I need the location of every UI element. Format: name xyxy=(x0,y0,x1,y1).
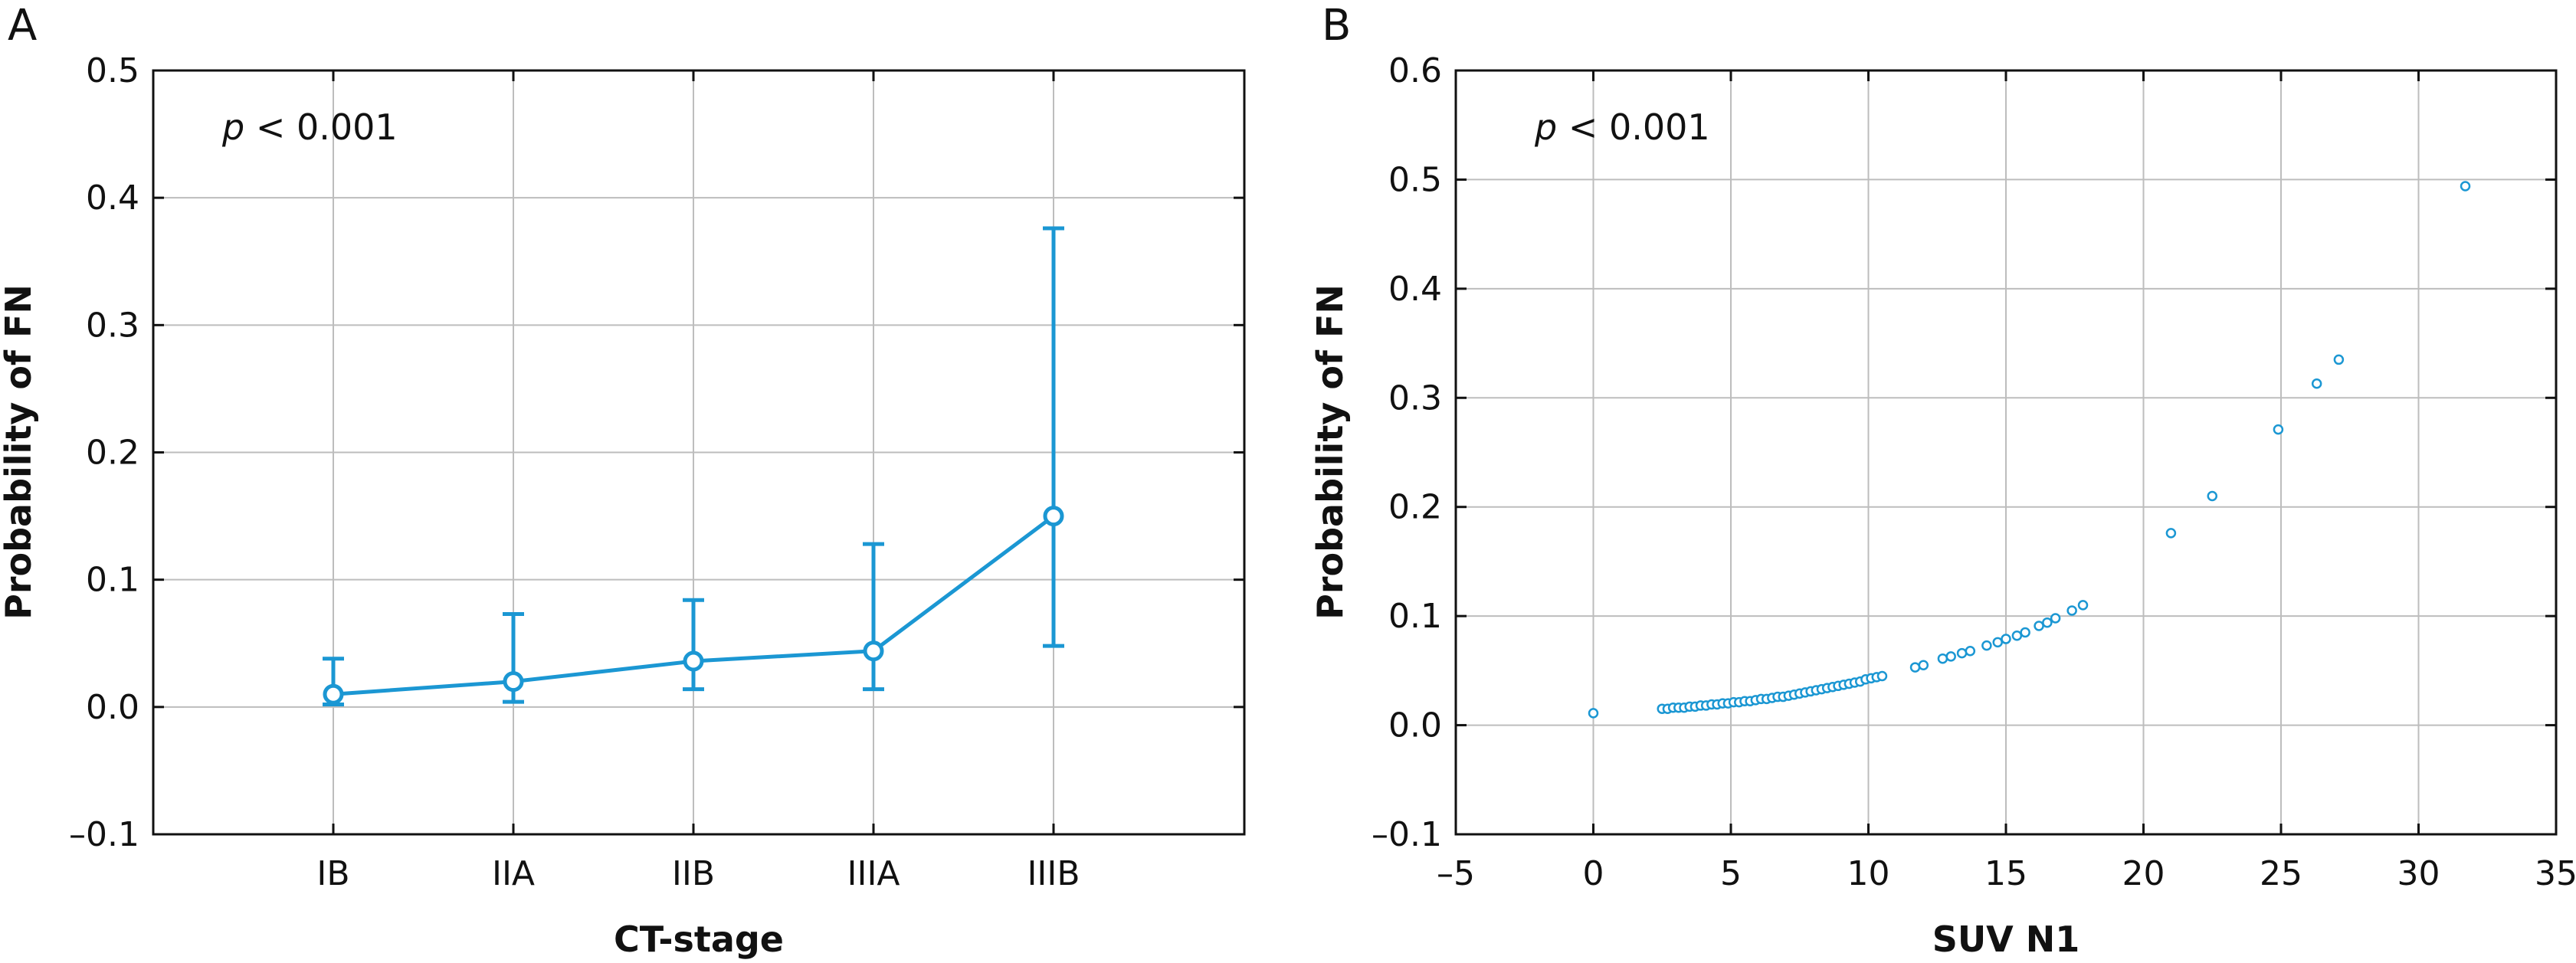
panel-b-grid xyxy=(1456,70,2556,834)
panel-a-point xyxy=(683,650,704,672)
panel-b-point xyxy=(2077,600,2089,611)
panel-b-x-tick-label: 10 xyxy=(1847,854,1890,893)
panel-b-y-tick-label: 0.0 xyxy=(1388,706,1442,745)
panel-a-y-tick-label: 0.2 xyxy=(86,434,139,473)
panel-b-x-tick-label: 25 xyxy=(2260,854,2302,893)
panel-b-y-tick-label: 0.5 xyxy=(1388,160,1442,199)
panel-b-point xyxy=(2165,528,2177,539)
panel-b-point xyxy=(1588,708,1599,719)
panel-b-y-tick-label: 0.1 xyxy=(1388,597,1442,636)
panel-b-y-tick-label: 0.4 xyxy=(1388,270,1442,309)
panel-a-p-text: < 0.001 xyxy=(244,106,397,148)
panel-b-point xyxy=(2460,181,2471,192)
panel-b-y-axis-title: Probability of FN xyxy=(1309,284,1351,620)
panel-a-x-tick-label: IIIB xyxy=(1027,854,1080,893)
panel-b-x-axis-title: SUV N1 xyxy=(1932,919,2080,960)
panel-b-point xyxy=(2001,634,2011,644)
panel-a-point xyxy=(323,683,344,705)
panel-b-point xyxy=(1918,660,1929,670)
panel-b-point xyxy=(1909,662,1921,673)
panel-a-letter: A xyxy=(8,1,37,51)
panel-b-x-tick-label: 5 xyxy=(1720,854,1742,893)
panel-a-frame xyxy=(152,69,1246,836)
panel-b-x-tick-label: 20 xyxy=(2122,854,2165,893)
panel-a-y-tick-label: 0.3 xyxy=(86,306,139,345)
panel-a-y-tick-label: 0.0 xyxy=(86,688,139,727)
panel-b-x-tick-label: 15 xyxy=(1984,854,2027,893)
panel-a-x-tick-label: IIIA xyxy=(847,854,900,893)
panel-b-ticks: –0.1 0.0 0.1 0.2 0.3 0.4 0.5 0.6 –5 0 5 10 15 20 25 30 3… xyxy=(1372,51,2576,893)
panel-b-point xyxy=(1937,653,1948,664)
panel-b-point xyxy=(1965,645,1976,657)
panel-a-x-tick-label: IIA xyxy=(492,854,535,893)
panel-b-point xyxy=(2042,617,2053,628)
panel-b-point xyxy=(1945,651,1956,662)
panel-a-point xyxy=(863,640,884,662)
panel-a-ticks: –0.1 0.0 0.1 0.2 0.3 0.4 0.5 IB IIA IIB IIIA IIIB xyxy=(69,51,1244,893)
panel-b-p-value: p < 0.001 xyxy=(1534,106,1710,148)
panel-b-y-tick-label: 0.2 xyxy=(1388,488,1442,527)
panel-a-p-symbol: p xyxy=(221,106,244,148)
panel-a-x-axis-title: CT-stage xyxy=(614,919,784,960)
panel-a: A –0.1 0.0 0.1 0.2 0.3 0.4 0.5 IB IIA IIB IIIA IIIB… xyxy=(0,1,1246,960)
panel-b-x-tick-label: 0 xyxy=(1583,854,1604,893)
panel-b-x-tick-label: –5 xyxy=(1437,854,1475,893)
panel-b-point xyxy=(2011,631,2023,641)
panel-a-x-tick-label: IB xyxy=(316,854,349,893)
panel-b-point xyxy=(2311,378,2322,389)
panel-b-point xyxy=(1956,647,1968,659)
panel-a-y-tick-label: 0.1 xyxy=(86,561,139,600)
panel-b-point xyxy=(2034,621,2044,631)
panel-b-point xyxy=(2273,424,2284,435)
panel-b-y-tick-label: –0.1 xyxy=(1372,815,1442,854)
panel-b-point xyxy=(2020,627,2030,638)
panel-a-point xyxy=(1043,506,1064,527)
panel-b-y-tick-label: 0.3 xyxy=(1388,378,1442,418)
panel-b-points xyxy=(1588,181,2471,719)
panel-a-y-tick-label: –0.1 xyxy=(69,815,139,854)
panel-a-point xyxy=(503,671,524,693)
panel-a-y-tick-label: 0.5 xyxy=(86,51,139,90)
panel-b-frame xyxy=(1454,69,2558,836)
panel-a-y-tick-label: 0.4 xyxy=(86,179,139,218)
panel-b-point xyxy=(1876,670,1888,682)
panel-b-point xyxy=(1992,637,2003,648)
panel-b-x-tick-label: 30 xyxy=(2397,854,2440,893)
panel-b-point xyxy=(2333,354,2345,365)
panel-b-x-tick-label: 35 xyxy=(2535,854,2576,893)
panel-b-point xyxy=(2050,613,2061,624)
panel-a-points xyxy=(323,506,1064,705)
panel-b: B –0.1 0.0 0.1 0.2 0.3 0.4 0.5 0.6 –5 0 5 10 15 20 25 3… xyxy=(1309,1,2576,960)
panel-b-y-tick-label: 0.6 xyxy=(1388,51,1442,90)
panel-b-p-symbol: p xyxy=(1534,106,1557,148)
panel-a-p-value: p < 0.001 xyxy=(221,106,398,148)
panel-b-p-text: < 0.001 xyxy=(1557,106,1709,148)
panel-b-point xyxy=(1981,640,1992,651)
panel-b-letter: B xyxy=(1322,1,1351,51)
panel-b-point xyxy=(2207,490,2217,502)
panel-b-point xyxy=(2066,605,2077,616)
panel-a-x-tick-label: IIB xyxy=(672,854,715,893)
panel-a-y-axis-title: Probability of FN xyxy=(0,284,39,620)
